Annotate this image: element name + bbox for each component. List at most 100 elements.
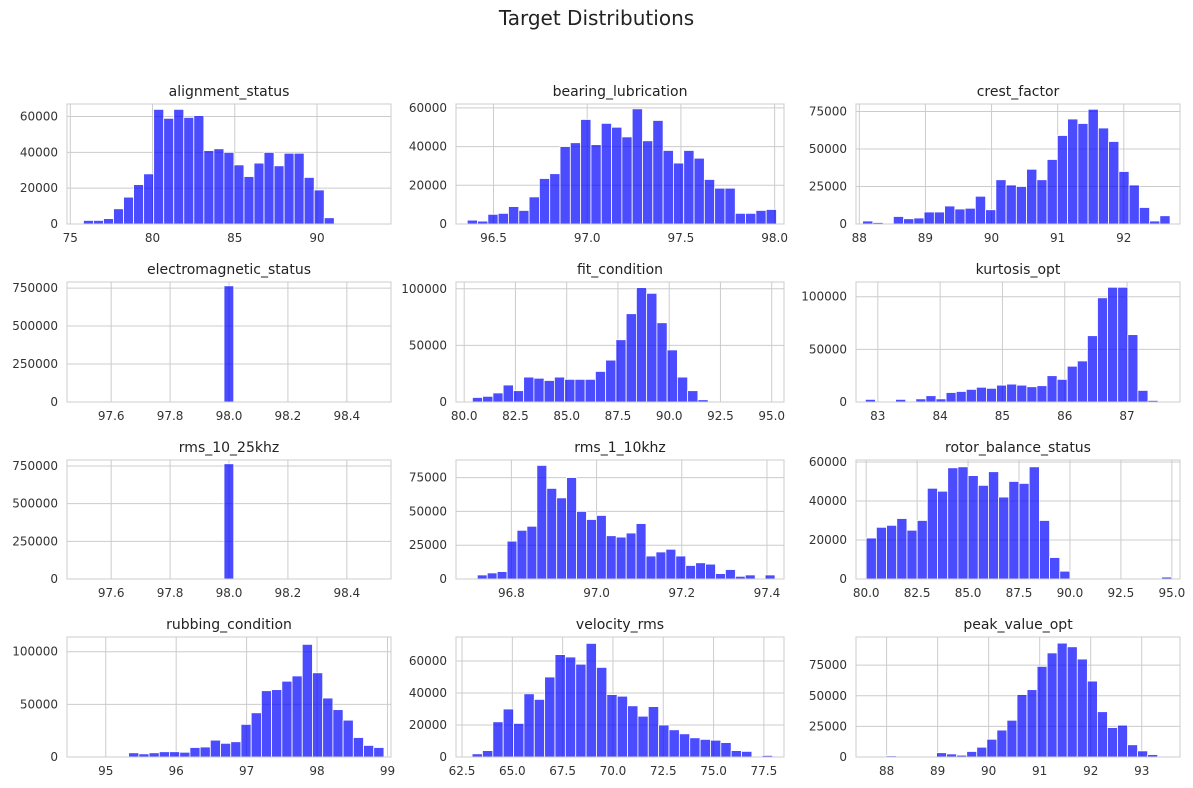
histogram-bar bbox=[1128, 184, 1140, 225]
axes-frame bbox=[855, 281, 1181, 403]
histogram-bar bbox=[260, 690, 273, 758]
x-tick-label: 97.4 bbox=[754, 586, 781, 600]
histogram-bar bbox=[892, 216, 905, 225]
subplot-crest_factor: 88 89 90 91 92 0 25000 50000 75000 crest_factor bbox=[809, 84, 1181, 245]
histogram-bar bbox=[556, 497, 568, 580]
axes-frame bbox=[455, 459, 785, 580]
subplot-title: electromagnetic_status bbox=[147, 262, 311, 278]
x-tick-label: 96.5 bbox=[480, 231, 507, 245]
histogram-bar bbox=[513, 390, 525, 403]
histogram-bar bbox=[605, 535, 617, 580]
histogram-bar bbox=[906, 529, 918, 580]
histogram-bar bbox=[83, 220, 94, 225]
histogram-bar bbox=[576, 510, 587, 580]
histogram-bar bbox=[1036, 385, 1048, 403]
histogram-bar bbox=[199, 746, 211, 758]
histogram-bar bbox=[1028, 466, 1040, 580]
histogram-bar bbox=[637, 715, 649, 758]
histogram-bar bbox=[173, 108, 185, 225]
x-tick-label: 97.6 bbox=[98, 586, 125, 600]
histogram-bar bbox=[985, 209, 997, 225]
histogram-bar bbox=[1127, 744, 1138, 758]
y-tick-label: 50000 bbox=[409, 504, 447, 518]
histogram-bar bbox=[1076, 360, 1088, 403]
x-tick-label: 97.5 bbox=[668, 231, 695, 245]
y-tick-label: 500000 bbox=[12, 497, 58, 511]
histogram-bar bbox=[543, 380, 555, 403]
histogram-bar bbox=[546, 487, 558, 580]
histogram-bar bbox=[113, 208, 124, 225]
histogram-bar bbox=[301, 643, 313, 758]
histogram-bar bbox=[283, 152, 295, 225]
histogram-bar bbox=[615, 339, 627, 403]
histogram-bar bbox=[303, 177, 315, 225]
y-tick-label: 75000 bbox=[809, 105, 847, 119]
x-tick-label: 99 bbox=[380, 764, 395, 778]
axes-frame bbox=[855, 103, 1181, 225]
histogram-bar bbox=[673, 162, 685, 225]
histogram-bar bbox=[1046, 652, 1058, 758]
histogram-bar bbox=[223, 463, 235, 580]
histogram-bar bbox=[1066, 365, 1078, 403]
y-tick-label: 0 bbox=[439, 217, 447, 231]
y-tick-label: 20000 bbox=[809, 533, 847, 547]
histogram-bar bbox=[1056, 378, 1068, 403]
x-tick-label: 96 bbox=[169, 764, 184, 778]
histogram-bar bbox=[964, 207, 976, 225]
histogram-bar bbox=[875, 526, 887, 580]
x-tick-label: 90.0 bbox=[1057, 586, 1084, 600]
y-tick-label: 0 bbox=[439, 750, 447, 764]
histogram-bar bbox=[975, 386, 987, 403]
histogram-bar bbox=[492, 721, 504, 758]
histogram-bar bbox=[903, 218, 915, 225]
y-tick-label: 0 bbox=[439, 395, 447, 409]
x-tick-label: 95.0 bbox=[1158, 586, 1185, 600]
x-tick-label: 80 bbox=[145, 231, 160, 245]
histogram-bar bbox=[967, 475, 979, 580]
subplot-rubbing_condition: 95 96 97 98 99 0 50000 100000 rubbing_condition bbox=[12, 617, 395, 778]
histogram-bar bbox=[250, 712, 262, 758]
histogram-bar bbox=[179, 751, 191, 758]
histogram-bar bbox=[508, 206, 520, 225]
x-tick-label: 97.6 bbox=[98, 409, 125, 423]
y-tick-label: 0 bbox=[439, 572, 447, 586]
histogram-bar bbox=[133, 184, 145, 225]
histogram-bar bbox=[974, 195, 986, 225]
x-tick-label: 97.8 bbox=[157, 586, 184, 600]
histogram-bar bbox=[169, 751, 181, 758]
histogram-bar bbox=[995, 179, 1007, 225]
histogram-bar bbox=[724, 187, 736, 225]
x-tick-label: 88 bbox=[879, 764, 894, 778]
histogram-bar bbox=[471, 397, 484, 403]
y-tick-label: 40000 bbox=[409, 140, 447, 154]
x-tick-label: 88 bbox=[852, 231, 867, 245]
histogram-bar bbox=[1107, 286, 1119, 403]
x-tick-label: 89 bbox=[930, 764, 945, 778]
histogram-bar bbox=[243, 176, 255, 225]
histogram-bar bbox=[322, 697, 334, 758]
histogram-bar bbox=[687, 390, 699, 403]
histogram-bar bbox=[662, 150, 674, 225]
histogram-bar bbox=[1067, 118, 1079, 225]
histogram-bar bbox=[569, 142, 582, 225]
x-tick-label: 90.0 bbox=[656, 409, 683, 423]
axes-frame bbox=[455, 281, 785, 403]
histogram-bar bbox=[1059, 570, 1071, 580]
histogram-bar bbox=[923, 211, 935, 225]
histogram-bar bbox=[730, 750, 742, 758]
x-tick-label: 95.0 bbox=[758, 409, 785, 423]
histogram-bar bbox=[734, 212, 746, 225]
histogram-bar bbox=[668, 729, 680, 758]
histogram-bar bbox=[683, 150, 695, 225]
histogram-bar bbox=[1086, 680, 1098, 758]
x-tick-label: 98.4 bbox=[333, 586, 360, 600]
histogram-bar bbox=[957, 466, 969, 580]
histogram-bar bbox=[528, 196, 540, 225]
x-tick-label: 77.5 bbox=[751, 764, 778, 778]
x-tick-label: 87 bbox=[1119, 409, 1134, 423]
subplot-electromagnetic_status: 97.6 97.8 98.0 98.2 98.4 0 250000 500000 750000 e… bbox=[12, 262, 392, 423]
histogram-bar bbox=[1076, 658, 1088, 758]
histogram-bar bbox=[163, 117, 175, 225]
histogram-bar bbox=[656, 322, 668, 403]
